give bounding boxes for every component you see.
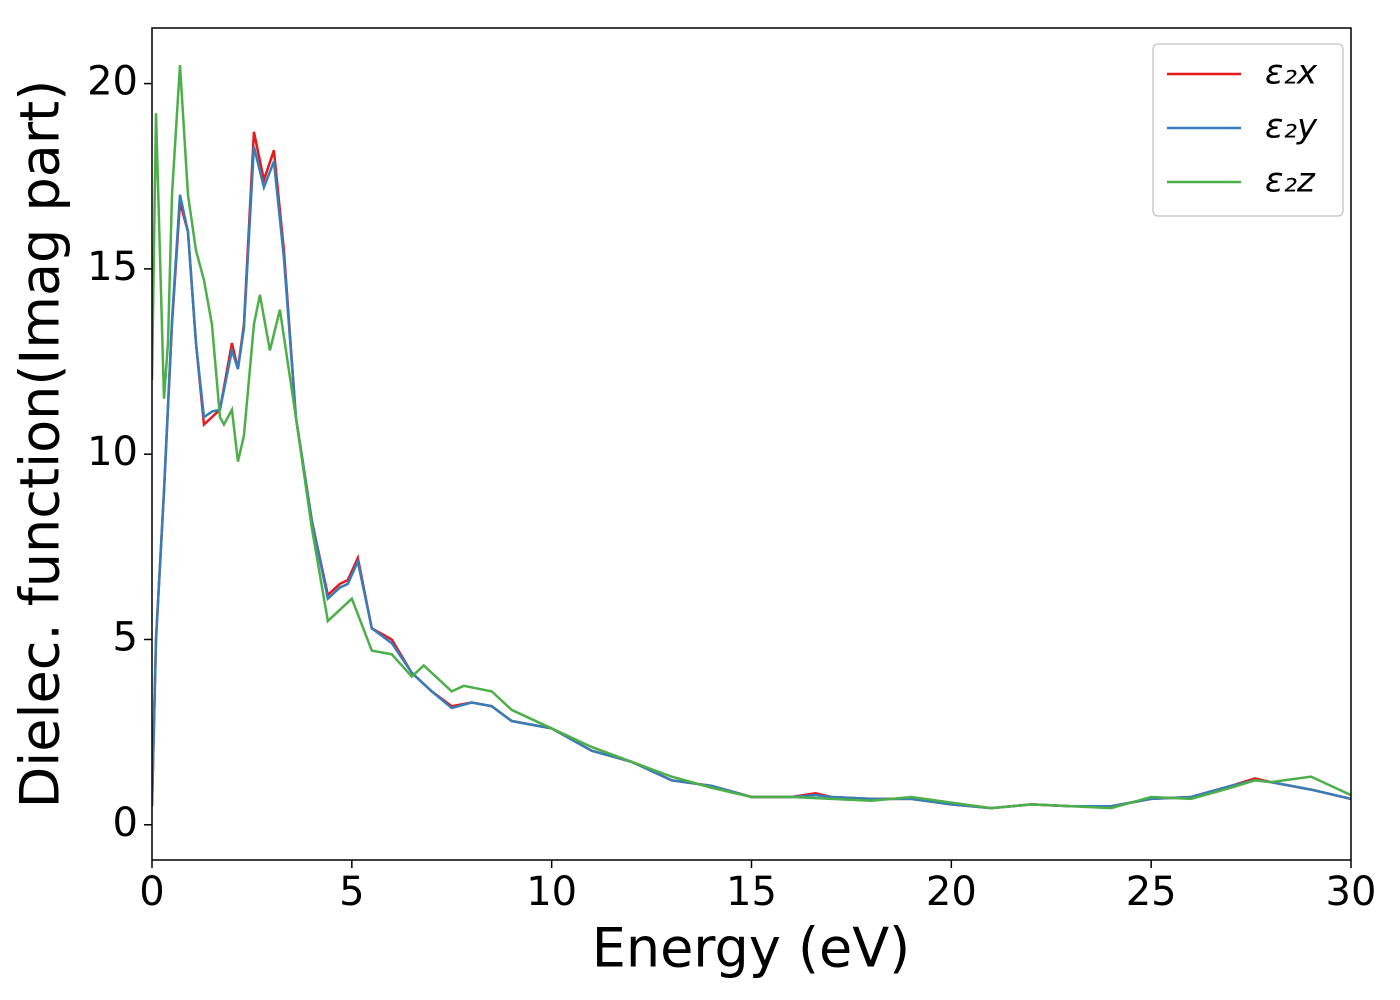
y-tick-label: 15 bbox=[87, 244, 138, 290]
legend-label: ε₂y bbox=[1265, 107, 1318, 147]
series-line bbox=[152, 64, 1351, 810]
x-tick-label: 10 bbox=[526, 869, 577, 915]
x-tick-label: 25 bbox=[1126, 869, 1177, 915]
legend-box bbox=[1152, 43, 1344, 217]
series-line bbox=[152, 131, 1351, 810]
legend-label: ε₂z bbox=[1265, 161, 1316, 201]
plot-frame bbox=[151, 27, 1352, 861]
series-line bbox=[152, 146, 1351, 810]
x-tick-label: 30 bbox=[1326, 869, 1377, 915]
x-tick-label: 15 bbox=[726, 869, 777, 915]
x-tick-label: 0 bbox=[139, 869, 164, 915]
x-axis-label: Energy (eV) bbox=[592, 917, 911, 980]
x-tick-label: 5 bbox=[339, 869, 364, 915]
y-tick-label: 20 bbox=[87, 59, 138, 105]
x-tick-label: 20 bbox=[926, 869, 977, 915]
y-axis-label: Dielec. function(Imag part) bbox=[9, 80, 72, 809]
legend-label: ε₂x bbox=[1265, 53, 1318, 93]
y-tick-label: 0 bbox=[113, 800, 138, 846]
y-tick-label: 5 bbox=[113, 614, 138, 660]
y-tick-label: 10 bbox=[87, 429, 138, 475]
